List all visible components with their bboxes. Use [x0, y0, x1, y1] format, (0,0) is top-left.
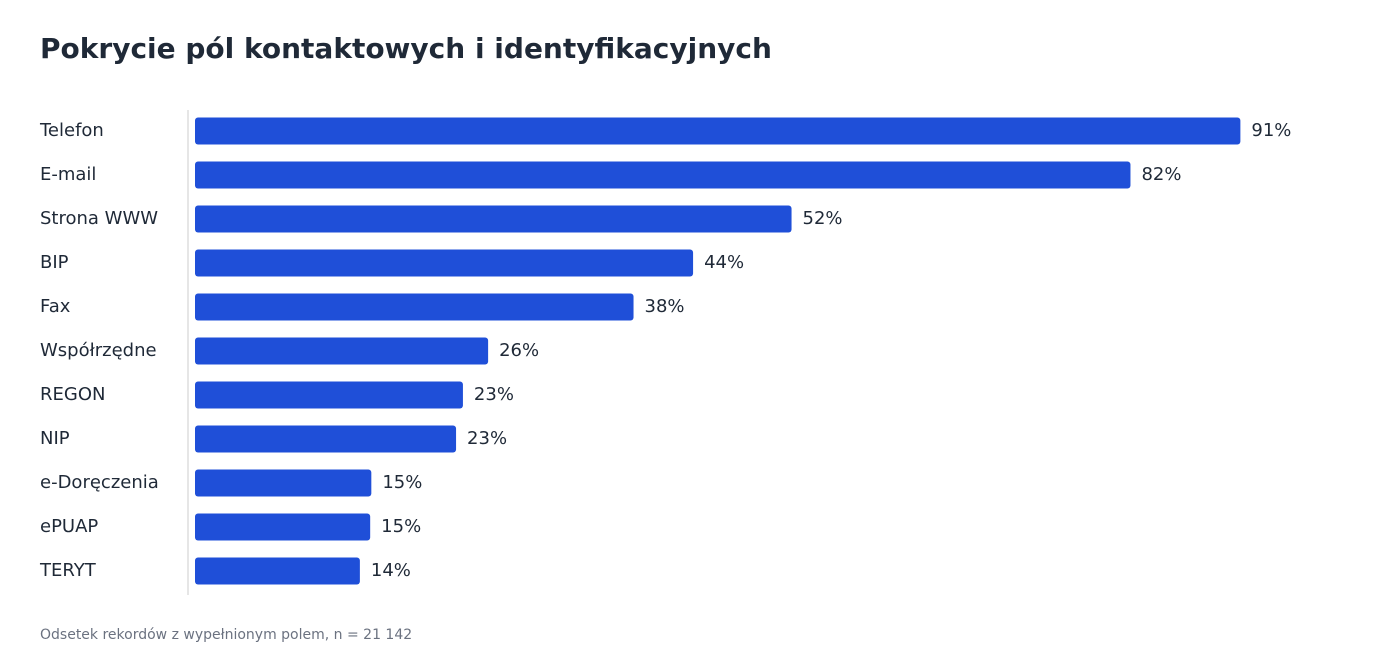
category-label: NIP — [40, 428, 70, 449]
bar — [195, 425, 457, 453]
value-label: 26% — [499, 340, 539, 361]
category-label: TERYT — [39, 560, 97, 581]
value-label: 38% — [645, 296, 685, 317]
bar — [195, 337, 489, 365]
bar — [195, 117, 1241, 145]
bar — [195, 469, 372, 497]
chart-title: Pokrycie pól kontaktowych i identyfikacy… — [40, 32, 772, 65]
category-label: E-mail — [40, 164, 96, 185]
bar — [195, 293, 634, 321]
bar — [195, 161, 1131, 189]
category-label: Telefon — [39, 120, 104, 141]
category-label: BIP — [40, 252, 69, 273]
value-label: 44% — [704, 252, 744, 273]
value-label: 52% — [803, 208, 843, 229]
value-label: 23% — [474, 384, 514, 405]
bar — [195, 513, 371, 541]
value-label: 15% — [381, 516, 421, 537]
value-label: 82% — [1141, 164, 1181, 185]
category-label: e-Doręczenia — [40, 472, 159, 493]
bar — [195, 381, 463, 409]
value-label: 23% — [467, 428, 507, 449]
category-label: Współrzędne — [40, 340, 157, 361]
bar — [195, 557, 360, 585]
category-label: Fax — [40, 296, 71, 317]
footnote: Odsetek rekordów z wypełnionym polem, n … — [40, 627, 412, 643]
category-label: REGON — [40, 384, 105, 405]
category-label: Strona WWW — [40, 208, 158, 229]
bar — [195, 205, 792, 233]
category-label: ePUAP — [40, 516, 98, 537]
value-label: 15% — [382, 472, 422, 493]
bar — [195, 249, 694, 277]
value-label: 14% — [371, 560, 411, 581]
value-label: 91% — [1251, 120, 1291, 141]
